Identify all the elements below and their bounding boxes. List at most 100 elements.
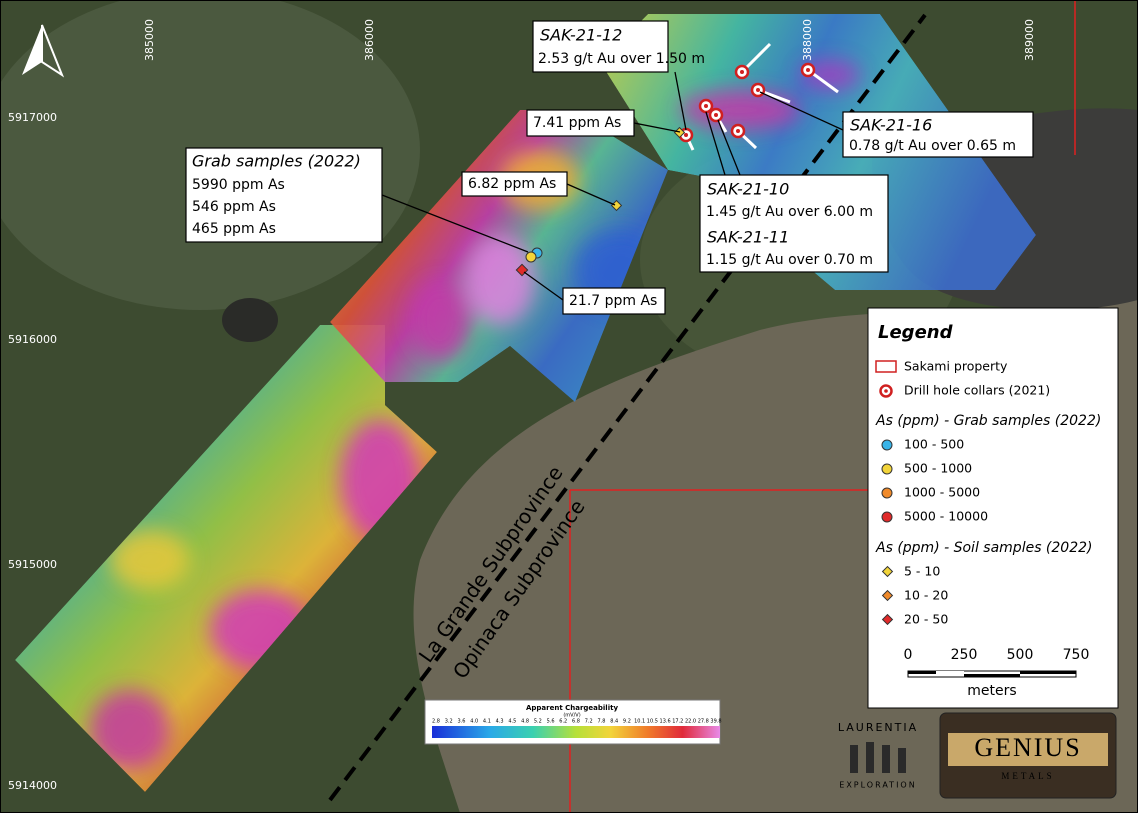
scale-unit: meters [967,683,1016,699]
legend-item: 1000 - 5000 [904,485,980,500]
legend-swatch [881,511,893,523]
callout-title: SAK-21-11 [707,228,789,247]
logo-text: METALS [1001,771,1054,781]
callout-box [532,20,669,73]
grid-label: 5916000 [8,333,57,346]
property-boundary [569,0,1076,813]
colorbar-tick: 17.2 [672,719,683,725]
colorbar-tick: 8.4 [610,719,618,725]
callout-box [526,109,635,137]
legend-swatch [881,589,894,602]
logo-text: LAURENTIA [838,721,918,734]
colorbar-unit: (mV/V) [563,713,580,719]
callout-text: 5990 ppm As [192,177,285,193]
callout-text: 1.15 g/t Au over 0.70 m [706,252,873,268]
colorbar-tick: 22.0 [685,719,696,725]
legend-swatch [881,463,893,475]
legend-heading: As (ppm) - Soil samples (2022) [875,540,1093,556]
legend-item: 500 - 1000 [904,461,972,476]
callout-text: 546 ppm As [192,199,276,215]
drill-collar-dot [684,68,810,137]
grab-sample [525,251,537,263]
colorbar-tick: 4.5 [508,719,516,725]
legend-item: 10 - 20 [904,588,948,603]
colorbar-tick: 5.6 [547,719,555,725]
colorbar-tick: 4.8 [521,719,529,725]
colorbar-tick: 4.0 [470,719,478,725]
callout-box [185,147,383,243]
colorbar-tick: 7.8 [597,719,605,725]
legend-item: 5000 - 10000 [904,509,988,524]
callout-title: SAK-21-12 [540,26,622,45]
legend-box [867,307,1119,709]
colorbar-tick: 7.2 [585,719,593,725]
legend-item: 5 - 10 [904,564,940,579]
grid-label: 385000 [143,19,156,61]
scale-tick: 750 [1063,647,1090,663]
legend-title: Legend [878,322,954,343]
callout-title: SAK-21-16 [850,116,932,135]
grid-label: 389000 [1023,19,1036,61]
colorbar-tick: 9.2 [623,719,631,725]
colorbar-tick: 10.1 [634,719,645,725]
colorbar-tick: 3.6 [457,719,465,725]
callout-box [699,174,889,273]
grid-label: 386000 [363,19,376,61]
legend-item: Drill hole collars (2021) [904,383,1050,398]
colorbar [432,726,720,738]
callout-text: 0.78 g/t Au over 0.65 m [849,138,1016,154]
legend-swatch [881,613,894,626]
colorbar-tick: 2.8 [432,719,440,725]
colorbar-ticks: 2.8 3.2 3.6 4.0 4.1 4.3 4.5 4.8 5.2 5.6 6.2 6.8 7.2 7… [432,719,722,725]
grid-label: 5915000 [8,558,57,571]
colorbar-tick: 6.8 [572,719,580,725]
legend-swatch [881,439,893,451]
legend-swatch [875,360,897,373]
chargeability-survey [15,14,1036,792]
callout-text: 1.45 g/t Au over 6.00 m [706,204,873,220]
colorbar-tick: 6.2 [559,719,567,725]
callout-title: Grab samples (2022) [192,152,361,171]
callout-box [461,171,568,197]
legend-heading: As (ppm) - Grab samples (2022) [875,413,1101,429]
callout-text: 2.53 g/t Au over 1.50 m [538,51,705,67]
grid-label: 388000 [801,19,814,61]
callout-text: 21.7 ppm As [569,293,657,309]
scale-tick: 250 [951,647,978,663]
north-arrow [22,24,65,78]
grid-label: 5914000 [8,779,57,792]
legend-swatch [881,487,893,499]
colorbar-tick: 13.6 [660,719,671,725]
genius-logo [948,733,1108,766]
legend-item: 20 - 50 [904,612,948,627]
leader-line [381,71,844,301]
colorbar-tick: 3.2 [445,719,453,725]
grid-label: 5917000 [8,111,57,124]
laurentia-logo [850,742,906,773]
callout-text: 6.82 ppm As [468,176,556,192]
pond [222,298,278,342]
callout-text: 465 ppm As [192,221,276,237]
colorbar-tick: 39.8 [710,719,721,725]
scale-tick: 0 [904,647,913,663]
colorbar-tick: 5.2 [534,719,542,725]
logo-text: EXPLORATION [839,781,916,790]
scale-tick: 500 [1007,647,1034,663]
subprovince-boundary [328,13,927,802]
colorbar-tick: 4.3 [496,719,504,725]
logo-text: GENIUS [974,733,1081,762]
legend-item: 100 - 500 [904,437,964,452]
legend-swatch [881,565,894,578]
callout-text: 7.41 ppm As [533,115,621,131]
legend-item: Sakami property [904,359,1008,374]
colorbar-tick: 4.1 [483,719,491,725]
colorbar-tick: 10.5 [647,719,658,725]
callout-title: SAK-21-10 [707,180,789,199]
colorbar-title: Apparent Chargeability [526,704,618,712]
colorbar-tick: 27.8 [698,719,709,725]
callout-box [562,287,666,315]
callout-box [842,111,1034,158]
soil-sample [610,199,623,212]
legend-swatch [884,389,888,393]
